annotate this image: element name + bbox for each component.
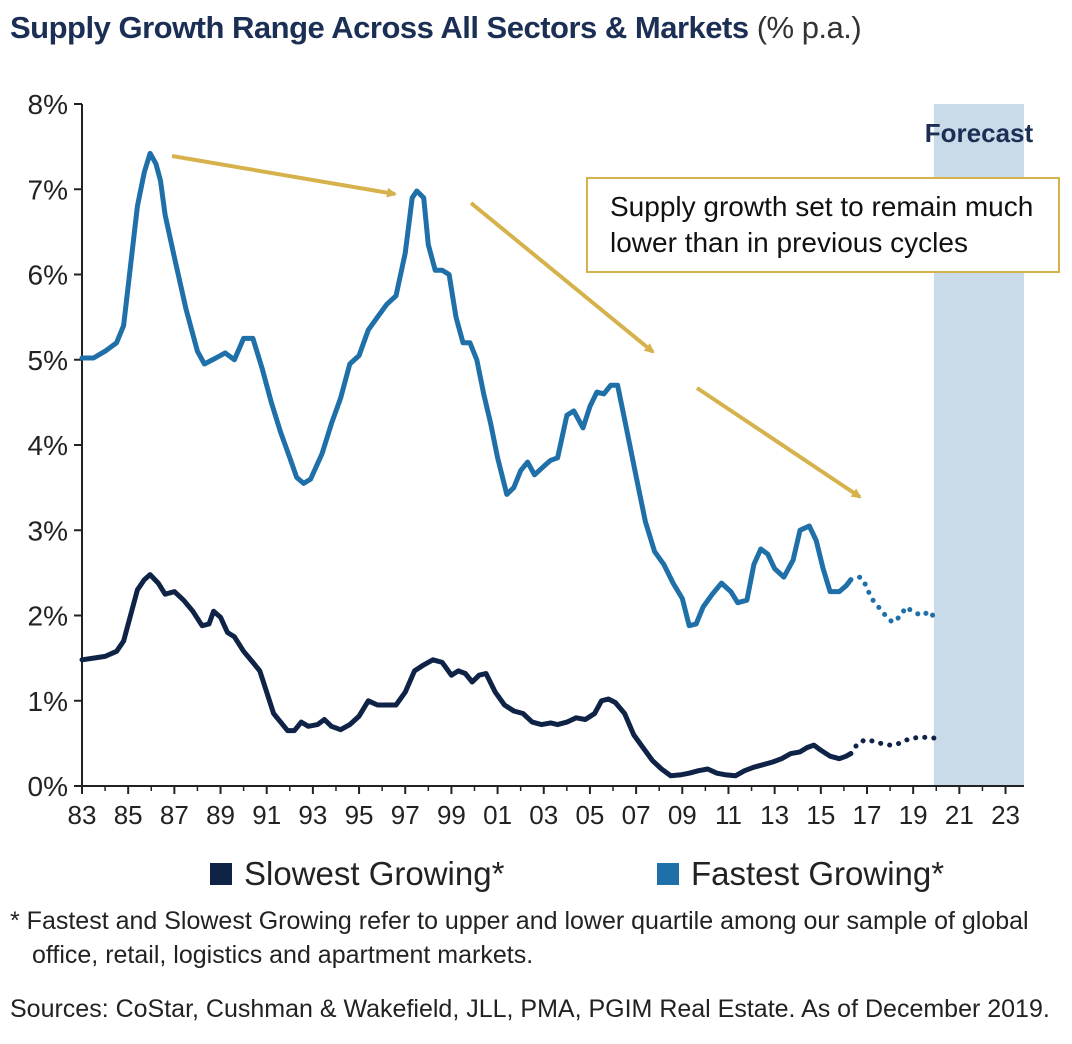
y-tick-label: 2%: [28, 601, 68, 632]
x-tick-label: 07: [622, 800, 651, 830]
series-line-fastest: [79, 150, 854, 629]
y-tick-label: 7%: [28, 174, 68, 205]
y-tick-label: 0%: [28, 771, 68, 802]
series-forecast-fastest: [848, 574, 939, 626]
trend-arrow: [469, 201, 655, 354]
x-tick-label: 97: [391, 800, 420, 830]
trend-arrow: [695, 386, 862, 499]
source-note: Sources: CoStar, Cushman & Wakefield, JL…: [10, 995, 1050, 1023]
y-tick-label: 4%: [28, 430, 68, 461]
trend-arrows: [171, 154, 862, 499]
legend-item-slowest: Slowest Growing*: [210, 855, 504, 893]
legend-swatch-slowest: [210, 863, 232, 885]
x-tick-label: 03: [529, 800, 558, 830]
x-tick-label: 95: [345, 800, 374, 830]
x-tick-label: 01: [483, 800, 512, 830]
x-tick-label: 23: [991, 800, 1020, 830]
series-forecast-slowest: [848, 734, 939, 757]
chart-title: Supply Growth Range Across All Sectors &…: [10, 10, 862, 46]
x-tick-label: 21: [945, 800, 974, 830]
legend-label-fastest: Fastest Growing*: [691, 855, 945, 892]
legend-label-slowest: Slowest Growing*: [244, 855, 505, 892]
y-tick-label: 3%: [28, 515, 68, 546]
y-tick-label: 6%: [28, 260, 68, 291]
chart-title-main: Supply Growth Range Across All Sectors &…: [10, 10, 749, 45]
series-layer: [79, 150, 939, 779]
x-tick-label: 11: [715, 800, 742, 830]
x-tick-label: 87: [160, 800, 189, 830]
x-tick-label: 93: [298, 800, 327, 830]
footnote: * Fastest and Slowest Growing refer to u…: [10, 904, 1060, 972]
callout-line-1: Supply growth set to remain much: [610, 191, 1034, 222]
x-tick-label: 09: [668, 800, 697, 830]
footnote-line-1: * Fastest and Slowest Growing refer to u…: [10, 907, 1029, 935]
forecast-label: Forecast: [925, 118, 1034, 148]
x-tick-label: 99: [437, 800, 466, 830]
y-tick-label: 1%: [28, 686, 68, 717]
footnote-line-2: office, retail, logistics and apartment …: [32, 941, 534, 969]
trend-arrow: [171, 154, 397, 198]
legend: Slowest Growing* Fastest Growing*: [0, 855, 1072, 899]
y-tick-label: 8%: [28, 89, 68, 120]
x-tick-label: 89: [206, 800, 235, 830]
x-tick-label: 91: [252, 800, 281, 830]
callout-line-2: lower than in previous cycles: [610, 227, 968, 258]
y-axis: 0% 1% 2% 3% 4% 5% 6% 7% 8%: [28, 89, 83, 802]
line-chart: Forecast 0% 1% 2% 3% 4% 5% 6% 7% 8% 83 85 87 89 91 93…: [28, 89, 1034, 830]
x-tick-label: 15: [806, 800, 835, 830]
x-tick-label: 17: [853, 800, 882, 830]
legend-swatch-fastest: [657, 863, 679, 885]
legend-item-fastest: Fastest Growing*: [657, 855, 944, 893]
x-tick-label: 05: [575, 800, 604, 830]
y-tick-label: 5%: [28, 345, 68, 376]
series-line-slowest: [79, 572, 854, 779]
callout-box: Supply growth set to remain much lower t…: [586, 177, 1060, 273]
x-axis: 83 85 87 89 91 93 95 97 99 01 03 05 07 09 11 13 15 17 19 21…: [68, 785, 1024, 830]
x-tick-label: 83: [68, 800, 97, 830]
x-tick-label: 19: [899, 800, 928, 830]
x-tick-label: 13: [760, 800, 789, 830]
x-tick-label: 85: [114, 800, 143, 830]
chart-title-unit: (% p.a.): [756, 10, 862, 45]
